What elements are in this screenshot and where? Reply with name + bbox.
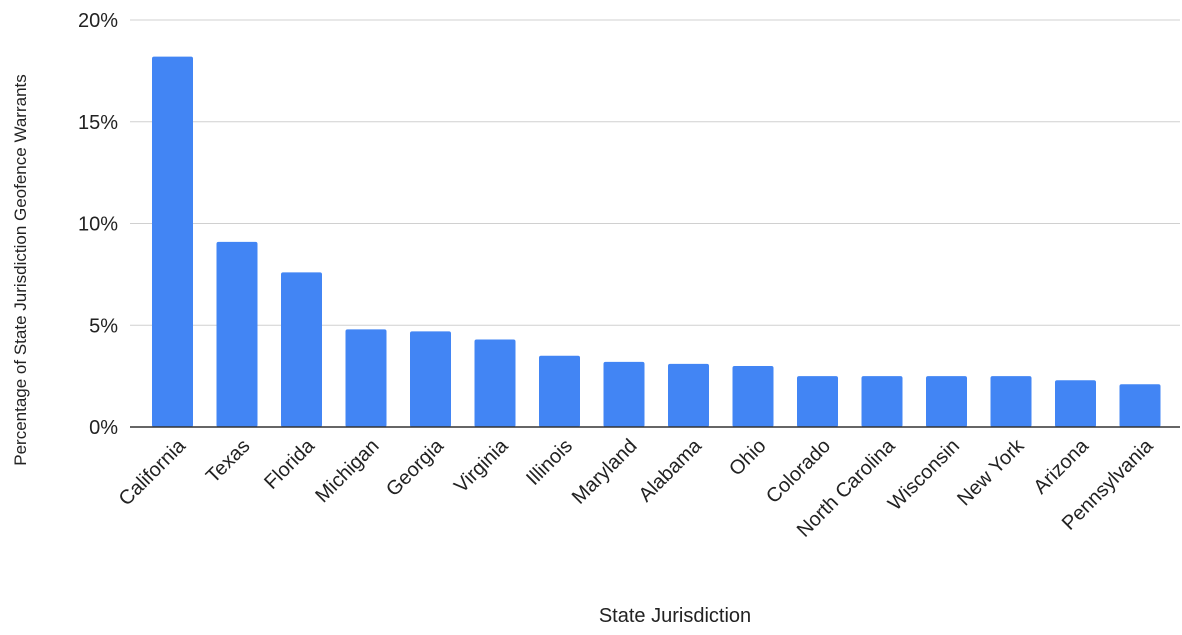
x-tick-label: Georgia (382, 434, 448, 500)
bar-ohio (732, 365, 774, 427)
y-axis-ticks: 0% 5% 10% 15% 20% (78, 10, 118, 439)
bar-arizona (1055, 380, 1096, 427)
y-tick-label: 10% (78, 214, 118, 236)
bar-alabama (668, 363, 709, 427)
x-tick-label: New York (953, 434, 1029, 510)
y-tick-label: 20% (78, 10, 118, 32)
x-tick-label: California (115, 434, 191, 510)
bar-georgia (410, 331, 451, 427)
bar-florida (281, 272, 322, 427)
bar-texas (216, 241, 258, 427)
x-tick-label: Arizona (1030, 434, 1094, 498)
bar-pennsylvania (1119, 384, 1161, 427)
bar-california (152, 56, 193, 427)
y-tick-label: 15% (78, 112, 118, 134)
x-tick-label: Alabama (635, 434, 707, 506)
bar-wisconsin (926, 376, 967, 427)
x-axis-title: State Jurisdiction (599, 605, 751, 627)
x-tick-label: Florida (260, 434, 319, 493)
bar-virginia (474, 339, 516, 427)
y-axis-title: Percentage of State Jurisdiction Geofenc… (11, 74, 30, 466)
x-tick-label: Maryland (568, 435, 642, 509)
bars (152, 56, 1161, 427)
bar-north-carolina (861, 376, 903, 427)
y-tick-label: 0% (89, 417, 118, 439)
x-tick-label: Ohio (725, 435, 770, 480)
y-tick-label: 5% (89, 315, 118, 337)
x-tick-label: Texas (202, 435, 255, 488)
x-tick-label: Michigan (311, 435, 383, 507)
bar-colorado (797, 376, 838, 427)
x-tick-label: Virginia (450, 434, 513, 497)
gridlines (130, 19, 1180, 326)
x-tick-label: Illinois (522, 435, 577, 490)
bar-michigan (345, 329, 387, 427)
bar-maryland (603, 361, 645, 427)
x-tick-label: Wisconsin (884, 435, 964, 515)
bar-new-york (990, 376, 1032, 427)
bar-illinois (539, 355, 580, 427)
